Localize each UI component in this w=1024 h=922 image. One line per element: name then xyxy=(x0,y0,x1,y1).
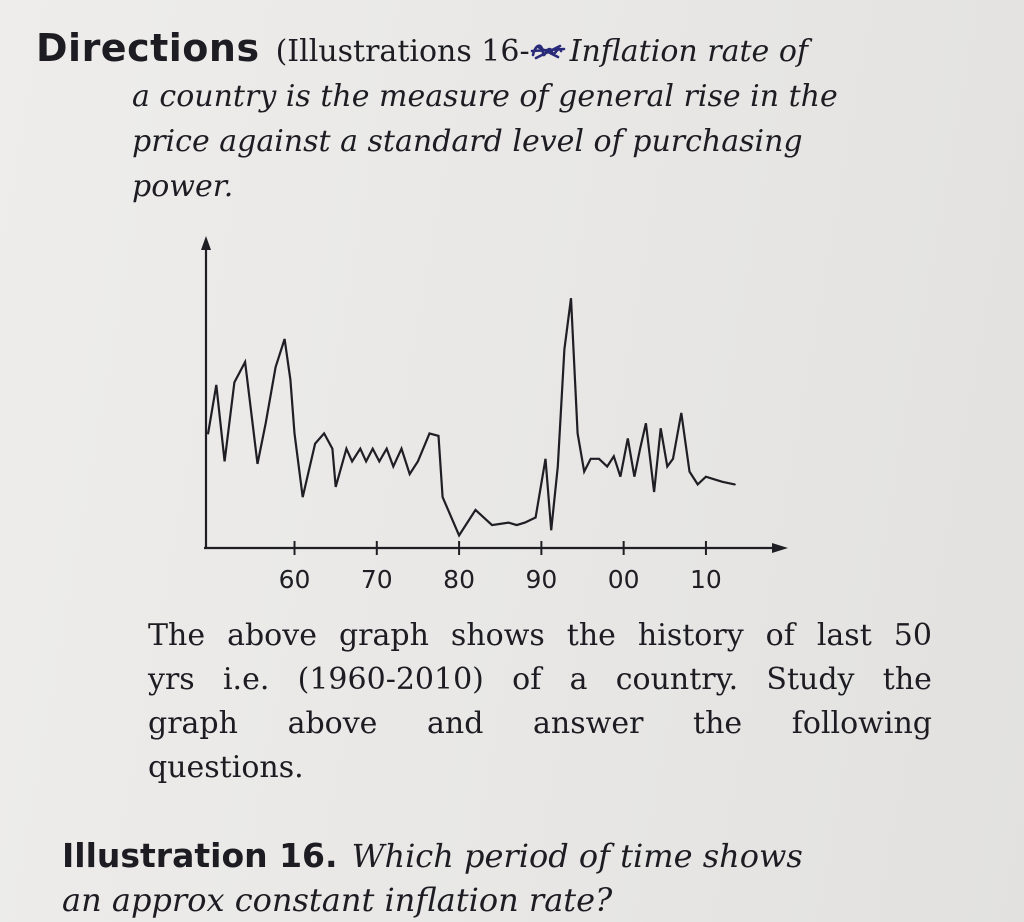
description-word: the xyxy=(566,618,616,653)
directions-illustration-range: (Illustrations 16- xyxy=(275,34,530,69)
x-tick-label: 60 xyxy=(279,565,311,594)
description-word: above xyxy=(287,706,378,741)
directions-line-2: a country is the measure of general rise… xyxy=(132,79,838,114)
description-word: following xyxy=(791,706,932,741)
chart-description-line-1: The above graph shows the history of last 50 xyxy=(148,614,932,658)
x-axis-arrow xyxy=(772,543,788,553)
illustration-question: Illustration 16. Which period of time sho… xyxy=(62,834,1002,922)
x-tick-label: 00 xyxy=(608,565,640,594)
inflation-series-line xyxy=(207,298,736,538)
description-word: the xyxy=(882,662,932,697)
description-word: Study xyxy=(766,662,855,697)
x-tick-label: 90 xyxy=(525,565,557,594)
description-word: answer xyxy=(533,706,644,741)
illustration-question-line-1: Which period of time shows xyxy=(351,837,803,875)
description-word: i.e. xyxy=(222,662,270,697)
x-tick-label: 80 xyxy=(443,565,475,594)
description-word: a xyxy=(569,662,588,697)
description-word: of xyxy=(765,618,795,653)
directions-line-1: Directions (Illustrations 16- Inflation r… xyxy=(36,26,996,74)
description-word: (1960-2010) xyxy=(297,662,484,697)
chart-description-line-4: questions. xyxy=(148,750,304,785)
y-axis-arrow xyxy=(201,236,211,250)
chart-description-line-2: yrs i.e. (1960-2010) of a country. Study the xyxy=(148,658,932,702)
directions-line-4: power. xyxy=(132,169,234,204)
directions-line-1-text: Inflation rate of xyxy=(569,34,808,69)
directions-line-3: price against a standard level of purcha… xyxy=(132,124,803,159)
ink-scribble-icon xyxy=(530,44,565,60)
description-word: shows xyxy=(450,618,545,653)
description-word: The xyxy=(148,618,206,653)
inflation-line-chart: 60 70 80 90 00 10 xyxy=(201,236,788,594)
chart-description: The above graph shows the history of last 50 yrs… xyxy=(148,614,932,790)
illustration-label: Illustration 16. xyxy=(62,836,338,875)
directions-paragraph: Directions (Illustrations 16- Inflation r… xyxy=(36,26,996,209)
description-word: graph xyxy=(148,706,238,741)
description-word: 50 xyxy=(893,618,932,653)
description-word: the xyxy=(693,706,743,741)
description-word: graph xyxy=(338,618,429,653)
description-word: last xyxy=(816,618,872,653)
directions-label: Directions xyxy=(36,26,260,70)
illustration-question-line-2: an approx constant inflation rate? xyxy=(62,881,613,919)
chart-description-line-3: graph above and answer the following xyxy=(148,702,932,746)
x-tick-label: 10 xyxy=(690,565,722,594)
description-word: yrs xyxy=(148,662,195,697)
x-tick-label: 70 xyxy=(361,565,393,594)
description-word: country. xyxy=(615,662,739,697)
description-word: history xyxy=(637,618,744,653)
description-word: above xyxy=(227,618,317,653)
description-word: of xyxy=(512,662,542,697)
description-word: and xyxy=(427,706,484,741)
inflation-chart: 60 70 80 90 00 10 xyxy=(180,228,800,598)
